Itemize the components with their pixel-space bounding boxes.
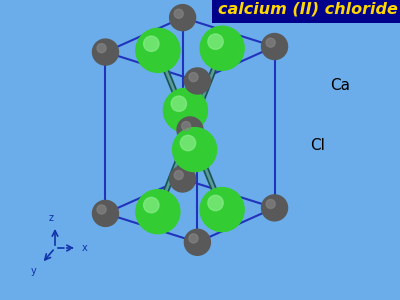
Circle shape (136, 28, 180, 72)
Circle shape (177, 117, 203, 143)
Circle shape (184, 68, 210, 94)
Circle shape (182, 122, 191, 130)
Circle shape (144, 36, 159, 52)
Text: Ca: Ca (330, 77, 350, 92)
Circle shape (208, 195, 223, 211)
Circle shape (184, 229, 210, 255)
Circle shape (200, 188, 244, 232)
Circle shape (172, 128, 216, 172)
Circle shape (262, 195, 288, 221)
Circle shape (170, 166, 196, 192)
Circle shape (200, 26, 244, 70)
Circle shape (170, 4, 196, 31)
Circle shape (262, 34, 288, 59)
Circle shape (144, 197, 159, 213)
Circle shape (266, 38, 275, 47)
Text: x: x (82, 243, 88, 253)
Circle shape (189, 73, 198, 82)
Circle shape (180, 135, 196, 151)
Text: calcium (II) chloride: calcium (II) chloride (218, 2, 398, 17)
Circle shape (97, 205, 106, 214)
Circle shape (92, 39, 118, 65)
Text: y: y (31, 266, 37, 276)
Text: Cl: Cl (310, 137, 325, 152)
Circle shape (174, 9, 183, 18)
Circle shape (136, 190, 180, 234)
Text: z: z (48, 213, 54, 223)
Circle shape (171, 96, 186, 111)
Circle shape (92, 200, 118, 226)
Circle shape (174, 170, 183, 180)
Circle shape (189, 234, 198, 243)
Circle shape (266, 200, 275, 208)
Circle shape (164, 88, 208, 132)
Circle shape (208, 34, 223, 49)
Circle shape (97, 44, 106, 53)
